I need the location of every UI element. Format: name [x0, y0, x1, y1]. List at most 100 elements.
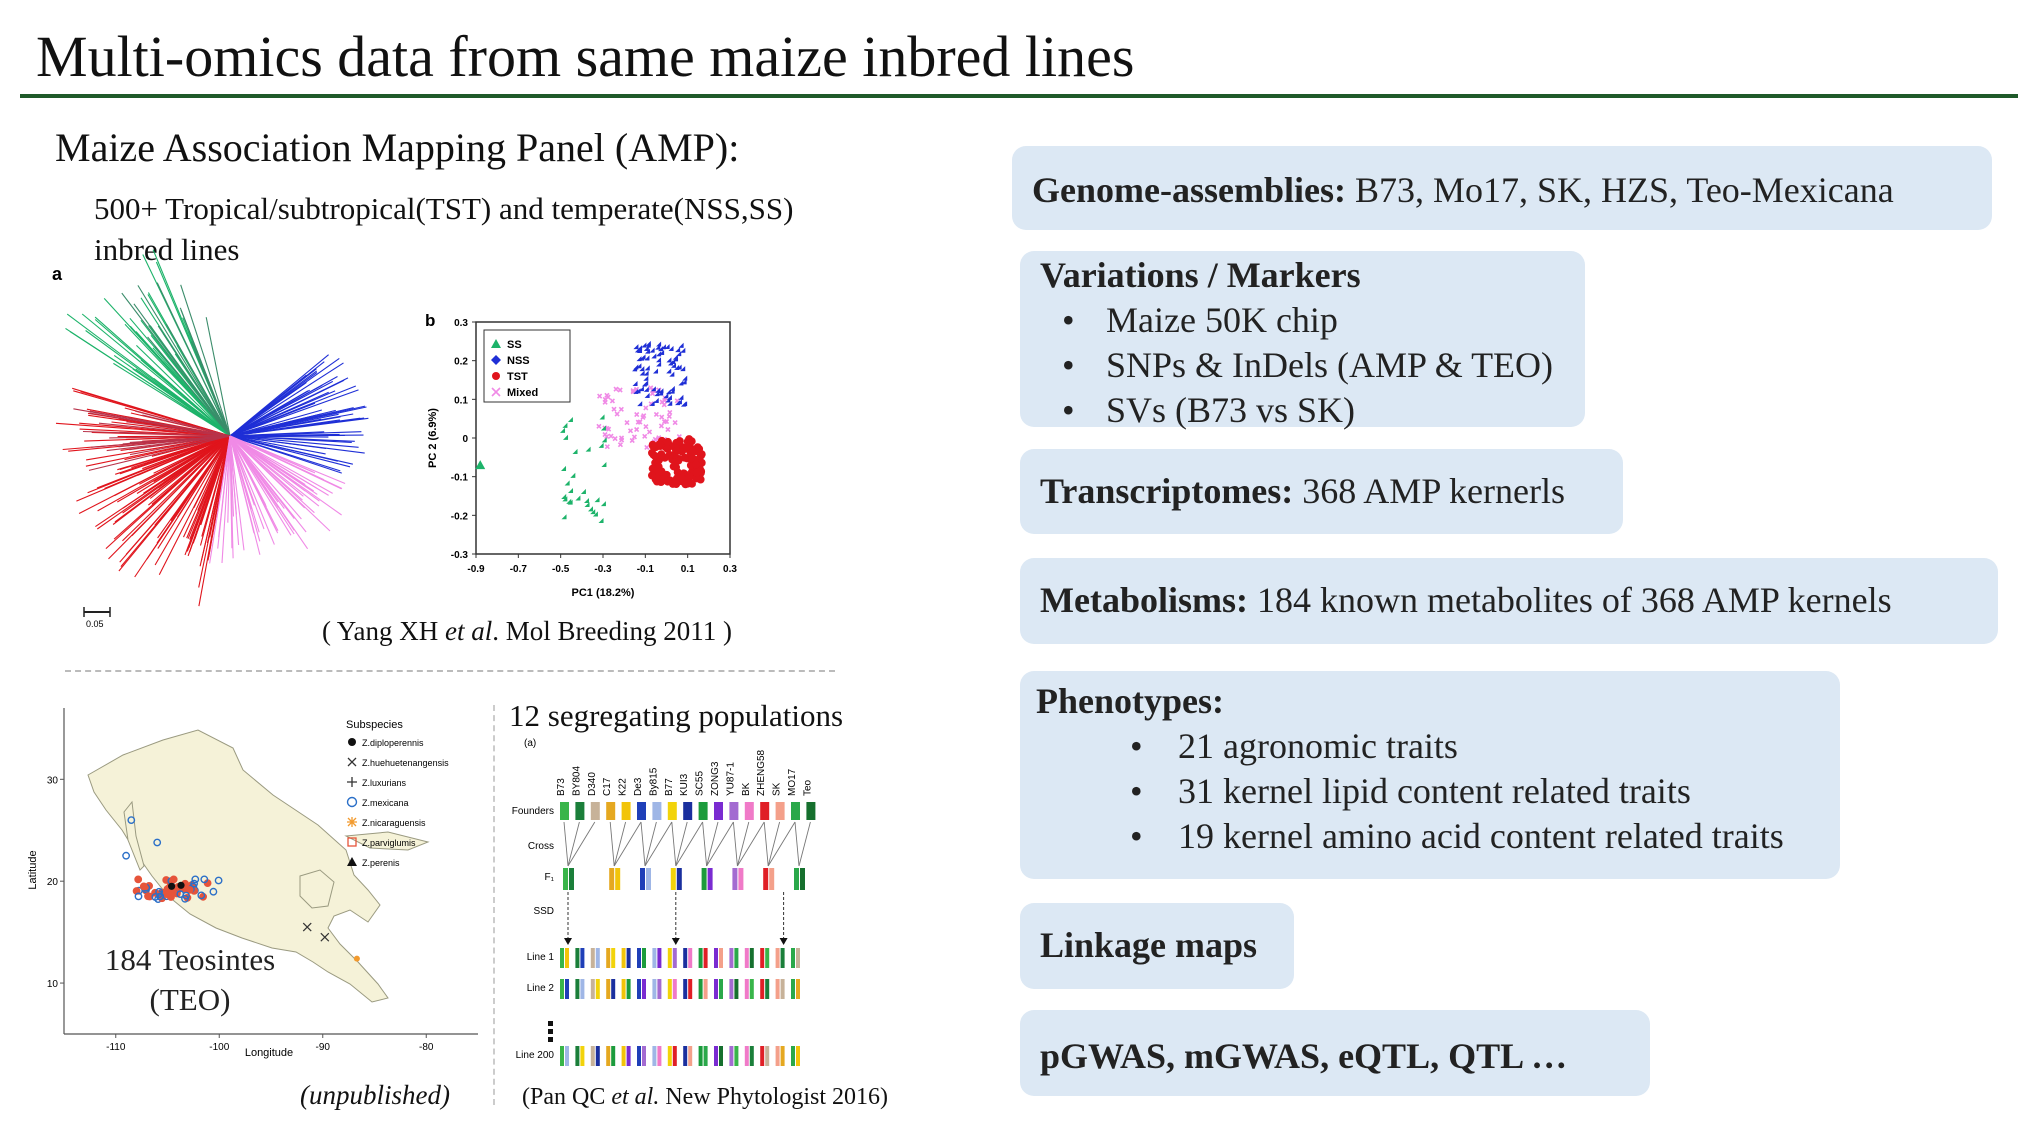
- founder-bar: [729, 802, 739, 820]
- map-legend-label: Z.perenis: [362, 858, 400, 868]
- teosinte-point: [122, 851, 131, 860]
- map-legend-label: Z.huehuetenangensis: [362, 758, 449, 768]
- pca-point-mixed: [634, 411, 640, 418]
- f1-bar: [763, 868, 769, 890]
- pca-point-tst: [675, 437, 684, 446]
- line-bar: [626, 948, 631, 968]
- segregating-populations-diagram: (a) B73 BY804 D340 C17 K22 De3 By815 B77 KUI3 SC5…: [512, 738, 816, 1066]
- line-bar: [719, 1046, 723, 1066]
- map-x-ticks: -110 -100 -90 -80: [106, 1034, 434, 1053]
- line-bar: [560, 1046, 564, 1066]
- gwas-qtl-label: pGWAS, mGWAS, eQTL, QTL …: [1040, 1036, 1568, 1076]
- line-bar: [621, 979, 626, 999]
- transcriptomes-text: 368 AMP kernerls: [1293, 471, 1565, 511]
- tree-branch: [129, 435, 231, 456]
- pca-point-mixed: [629, 437, 635, 444]
- pca-point-mixed: [644, 444, 650, 451]
- panel-a-seg-label: (a): [524, 738, 536, 749]
- teosinte-points: [122, 816, 360, 962]
- pca-point-nss: [653, 397, 659, 403]
- pca-point-tst: [683, 442, 692, 451]
- pca-point-nss: [675, 347, 681, 353]
- pca-point-mixed: [627, 428, 634, 434]
- f1-bar: [732, 868, 738, 890]
- pca-point-mixed: [612, 436, 618, 442]
- pca-point-tst: [680, 453, 689, 462]
- cross-lines: [563, 821, 811, 867]
- founder-names: B73 BY804 D340 C17 K22 De3 By815 B77 KUI3 SC55 ZON…: [556, 749, 813, 796]
- tree-branch: [229, 435, 320, 507]
- teosinte-point: [169, 875, 178, 884]
- line-bar: [560, 948, 564, 968]
- pca-point-tst: [648, 471, 656, 480]
- line-bar: [652, 979, 657, 999]
- pca-point-nss: [663, 393, 669, 399]
- line-bar: [765, 1046, 770, 1066]
- tree-branch: [135, 331, 231, 437]
- teosinte-point: [153, 838, 162, 847]
- f1-bar: [640, 868, 645, 890]
- line-bar: [683, 979, 688, 999]
- line-bar: [719, 979, 723, 999]
- pca-point-nss: [649, 347, 655, 353]
- founder-name: YU87-1: [725, 762, 736, 796]
- pca-point-nss: [678, 394, 684, 400]
- line-bar: [575, 979, 580, 999]
- teosinte-point-nicaraguensis: [353, 955, 360, 962]
- tree-branch: [94, 319, 231, 437]
- pca-point-nss: [651, 353, 657, 359]
- line-bar: [714, 948, 718, 968]
- teosinte-point: [155, 892, 164, 901]
- founder-name: BK: [741, 782, 752, 796]
- tree-branches: [55, 249, 369, 607]
- pca-point-nss: [671, 362, 677, 368]
- pca-point-nss: [649, 400, 655, 406]
- tree-branch: [165, 323, 231, 437]
- pca-point-nss: [656, 341, 662, 347]
- pca-point-tst: [677, 474, 686, 483]
- line-bar: [606, 979, 611, 999]
- pca-point-ss: [585, 446, 591, 452]
- panel-b-label: b: [425, 311, 435, 330]
- line-bar: [672, 1046, 677, 1066]
- line-bar: [703, 979, 708, 999]
- tree-branch: [229, 435, 341, 472]
- pca-point-mixed: [596, 423, 602, 429]
- variations-markers-label: Variations / Markers: [1040, 255, 1361, 295]
- pca-point-nss: [635, 388, 641, 394]
- pca-point-tst: [684, 479, 692, 488]
- pca-point-ss: [575, 495, 581, 501]
- tree-branch: [229, 435, 359, 448]
- pca-legend: SS NSS TST Mixed: [491, 339, 538, 399]
- pca-x-axis-label: PC1 (18.2%): [572, 587, 635, 599]
- pca-point-tst: [685, 472, 694, 481]
- line-bar: [760, 979, 765, 999]
- tree-branch: [109, 435, 231, 439]
- line-bar: [714, 979, 718, 999]
- line-bar: [760, 1046, 765, 1066]
- founder-bar: [652, 802, 662, 820]
- map-x-tick: -110: [106, 1042, 126, 1053]
- tree-branch: [227, 435, 231, 523]
- founder-bar: [791, 802, 800, 820]
- ssd-arrows: [564, 892, 788, 945]
- pca-point-nss: [670, 359, 676, 365]
- pca-point-ss: [572, 448, 578, 454]
- pca-point-ss: [584, 498, 590, 504]
- tree-branch: [229, 435, 342, 516]
- founder-bar: [621, 802, 631, 820]
- tree-branch: [135, 410, 231, 437]
- row-label: Founders: [512, 806, 554, 817]
- teosinte-point: [197, 891, 206, 900]
- pca-point-nss: [641, 342, 647, 348]
- line-bar: [575, 1046, 580, 1066]
- tree-branch: [229, 435, 240, 546]
- pca-point-ss: [599, 414, 605, 420]
- teosinte-point: [181, 894, 189, 903]
- teosinte-label: 184 Teosintes (TEO): [104, 942, 276, 1017]
- tree-branch: [229, 435, 352, 443]
- tree-branch: [205, 317, 231, 437]
- teosinte-point: [127, 816, 136, 825]
- pca-point-ss: [564, 480, 570, 486]
- down-arrow-icon: [779, 938, 788, 945]
